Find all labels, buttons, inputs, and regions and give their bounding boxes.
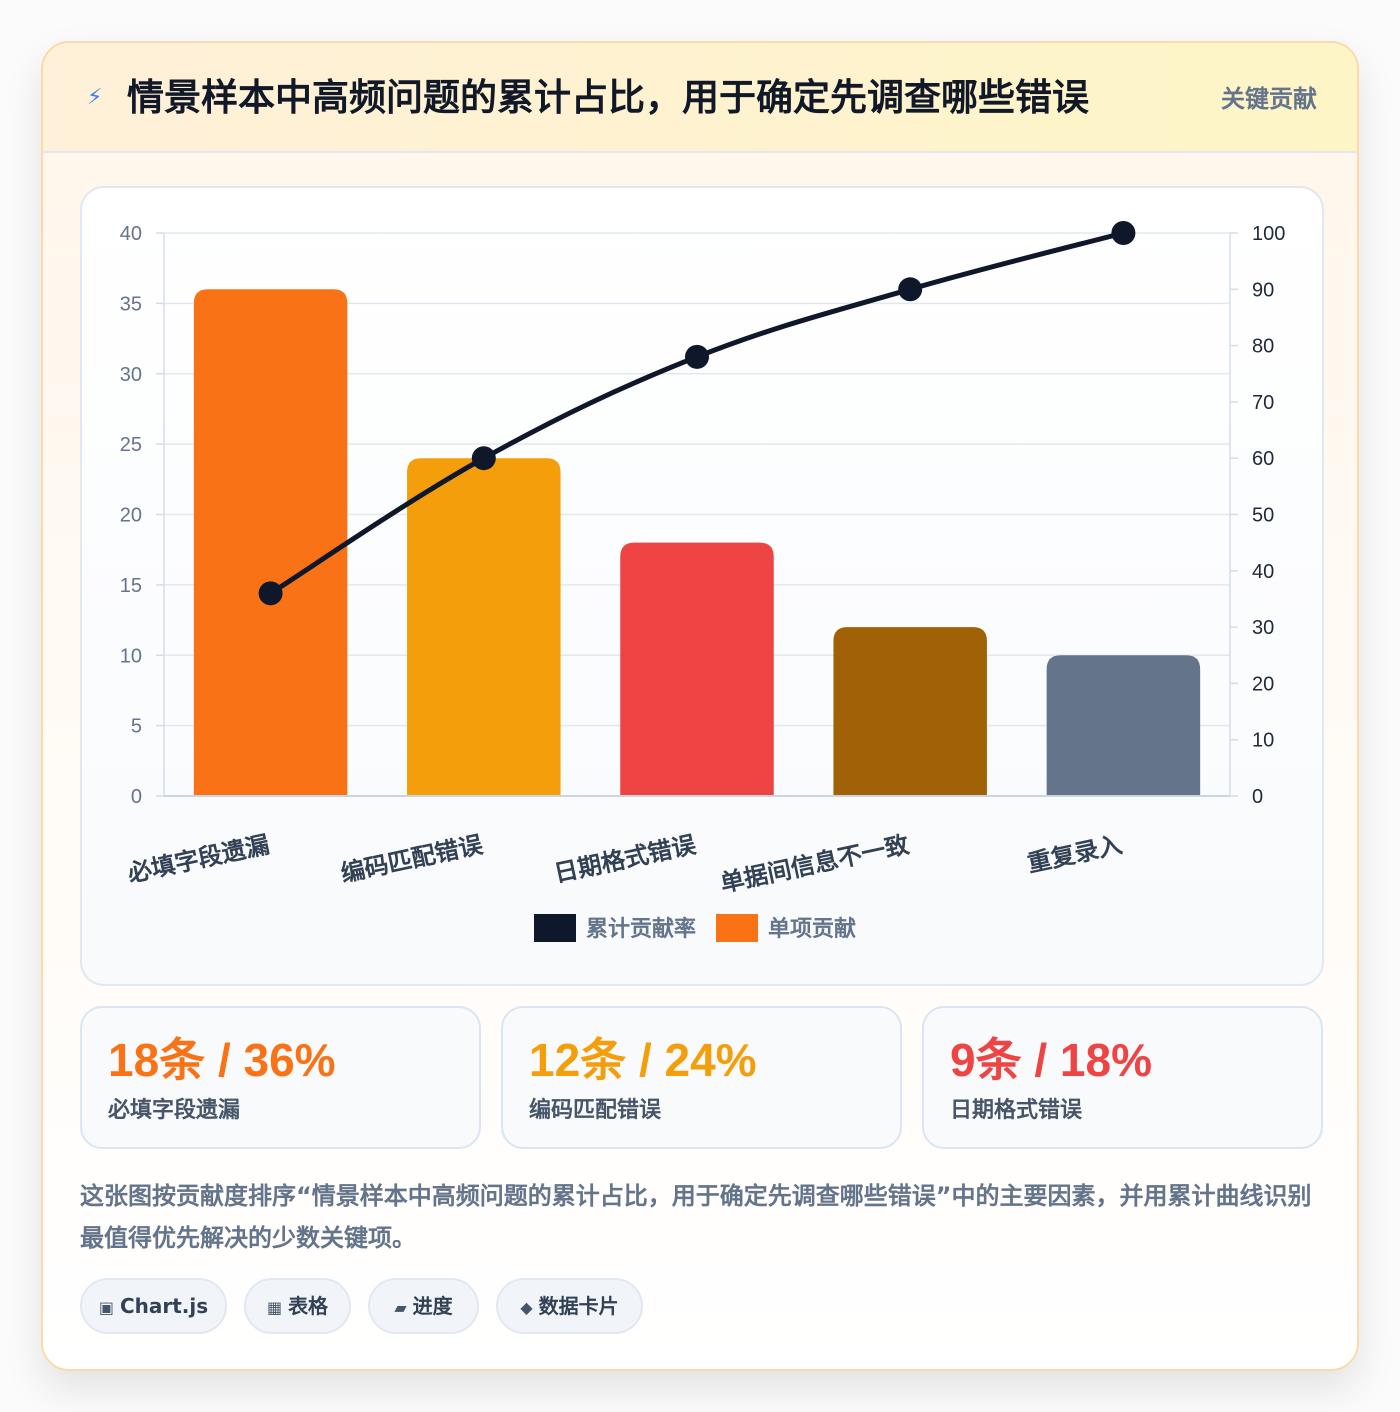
y-left-tick-label: 35: [120, 293, 142, 315]
card-header: ⚡ 情景样本中高频问题的累计占比，用于确定先调查哪些错误 关键贡献: [43, 43, 1357, 153]
bar: [407, 458, 561, 796]
stat-label: 编码匹配错误: [529, 1098, 662, 1123]
y-right-tick-label: 40: [1252, 561, 1274, 583]
stat-label: 日期格式错误: [950, 1098, 1083, 1123]
y-left-tick-label: 20: [120, 505, 142, 527]
y-right-tick-label: 20: [1252, 673, 1274, 695]
stat-value: 12条 / 24%: [529, 1034, 757, 1086]
legend-swatch: [534, 914, 576, 942]
progress-icon: ▰: [394, 1298, 407, 1317]
y-right-tick-label: 90: [1252, 279, 1274, 301]
bar: [833, 627, 987, 796]
pareto-chart-panel: 0 5 10 15 20 25 30 35 40 0 10 20 30 40 50 60 70 80 90 100 必填…: [80, 186, 1324, 986]
y-right-tick-label: 100: [1252, 223, 1285, 245]
y-right-tick-label: 0: [1252, 786, 1263, 808]
stat-value: 18条 / 36%: [108, 1034, 336, 1086]
y-left-tick-label: 10: [120, 645, 142, 667]
chart-card: ⚡ 情景样本中高频问题的累计占比，用于确定先调查哪些错误 关键贡献 0 5 10 15…: [41, 41, 1359, 1371]
y-right-tick-label: 30: [1252, 617, 1274, 639]
y-right-tick-label: 80: [1252, 336, 1274, 358]
x-category-label: 单据间信息不一致: [718, 830, 913, 898]
cumulative-line: [268, 230, 1126, 596]
tag-data-cards[interactable]: ◆ 数据卡片: [496, 1278, 643, 1334]
y-right-tick-label: 50: [1252, 505, 1274, 527]
y-left-tick-label: 40: [120, 223, 142, 245]
tag-chartjs[interactable]: ▣ Chart.js: [80, 1278, 227, 1334]
y-left-tick-label: 0: [131, 786, 142, 808]
x-category-label: 重复录入: [1025, 830, 1125, 877]
legend-label: 累计贡献率: [586, 916, 696, 942]
y-left-tick-label: 5: [131, 716, 142, 738]
pareto-chart: 0 5 10 15 20 25 30 35 40 0 10 20 30 40 50 60 70 80 90 100 必填…: [120, 221, 1285, 942]
y-left-tick-label: 30: [120, 364, 142, 386]
stat-card-1: 18条 / 36% 必填字段遗漏: [80, 1006, 481, 1149]
cumulative-point: [685, 344, 709, 369]
tag-table[interactable]: ▦ 表格: [244, 1278, 351, 1334]
square-icon: ▣: [98, 1298, 114, 1317]
y-right-tick-label: 70: [1252, 392, 1274, 414]
tag-progress[interactable]: ▰ 进度: [368, 1278, 479, 1334]
stat-card-3: 9条 / 18% 日期格式错误: [922, 1006, 1323, 1149]
bar: [1046, 655, 1201, 796]
page-title: 情景样本中高频问题的累计占比，用于确定先调查哪些错误: [127, 76, 1089, 119]
cumulative-point: [1111, 221, 1136, 245]
bar: [620, 542, 774, 796]
header-badge: 关键贡献: [1221, 85, 1317, 113]
cumulative-point: [258, 581, 283, 606]
x-category-label: 编码匹配错误: [338, 830, 486, 888]
y-left-tick-label: 15: [120, 575, 142, 597]
bar: [193, 289, 348, 796]
y-right-tick-label: 60: [1252, 448, 1274, 470]
stat-card-2: 12条 / 24% 编码匹配错误: [501, 1006, 902, 1149]
x-category-label: 必填字段遗漏: [125, 830, 272, 887]
x-category-label: 日期格式错误: [552, 830, 700, 888]
y-left-tick-label: 25: [120, 434, 142, 456]
legend-label: 单项贡献: [768, 916, 856, 942]
legend-swatch: [716, 914, 759, 942]
y-right-tick-label: 10: [1252, 730, 1274, 752]
chart-description: 这张图按贡献度排序“情景样本中高频问题的累计占比，用于确定先调查哪些错误”中的主…: [80, 1182, 1312, 1252]
diamond-icon: ◆: [520, 1298, 533, 1317]
cumulative-point: [471, 446, 496, 471]
stat-value: 9条 / 18%: [950, 1034, 1152, 1086]
table-icon: ▦: [266, 1298, 283, 1317]
stat-label: 必填字段遗漏: [108, 1098, 241, 1123]
lightning-icon: ⚡: [87, 85, 103, 110]
cumulative-point: [898, 277, 923, 302]
